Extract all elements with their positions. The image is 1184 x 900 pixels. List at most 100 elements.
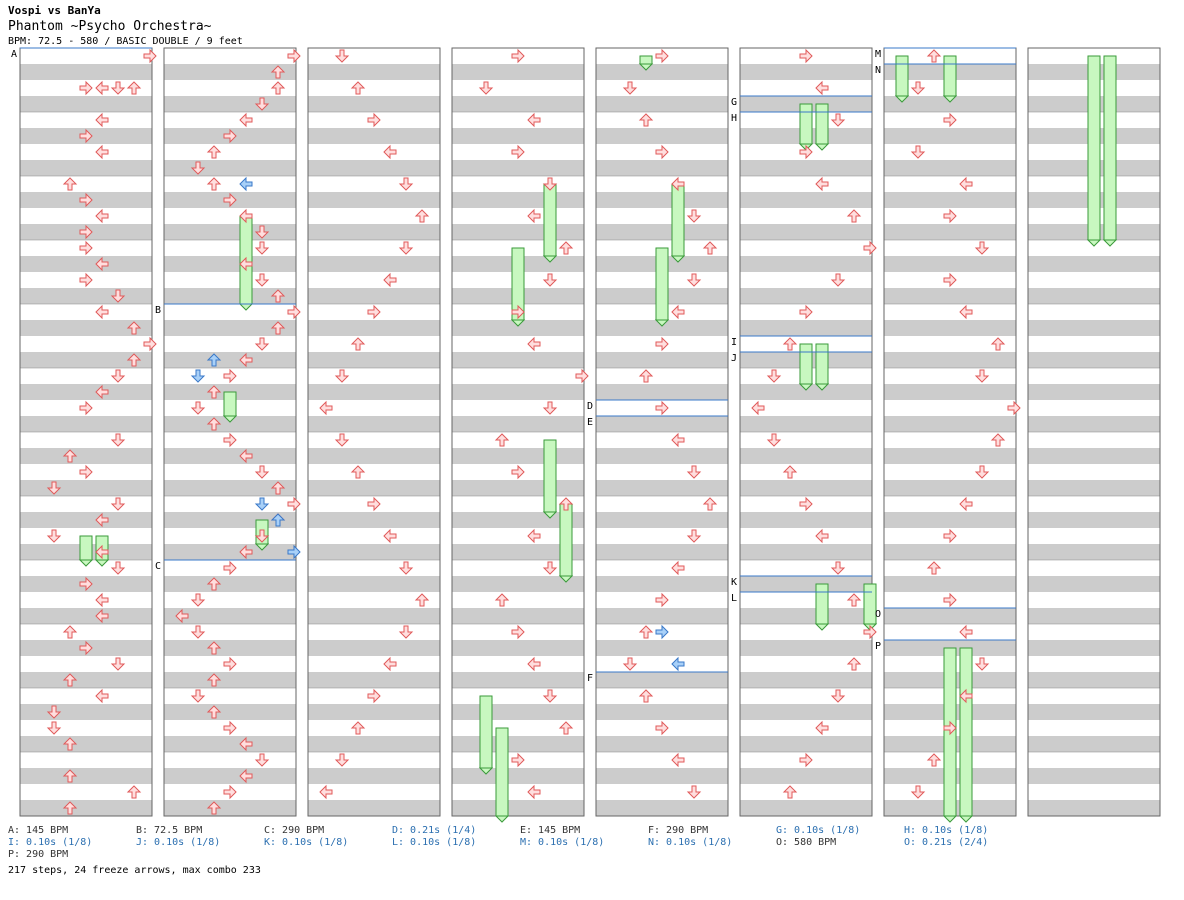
row-band <box>452 640 584 656</box>
row-band <box>20 608 152 624</box>
legend-item-j: J: 0.10s (1/8) <box>136 837 221 848</box>
row-band <box>596 96 728 112</box>
row-band <box>164 544 296 560</box>
freeze-arrow <box>543 439 557 513</box>
step-arrow <box>367 304 381 320</box>
step-arrow <box>190 161 206 175</box>
step-arrow <box>367 112 381 128</box>
row-band <box>452 480 584 496</box>
step-arrow <box>943 720 957 736</box>
step-arrow <box>638 625 654 639</box>
step-arrow <box>254 97 270 111</box>
step-arrow <box>511 624 525 640</box>
column-border <box>739 47 873 817</box>
step-arrow <box>254 465 270 479</box>
step-arrow <box>558 241 574 255</box>
step-arrow <box>143 336 157 352</box>
step-arrow <box>95 208 109 224</box>
row-band <box>1028 512 1160 528</box>
step-arrow <box>959 688 973 704</box>
step-arrow <box>223 720 237 736</box>
step-arrow <box>110 561 126 575</box>
step-arrow <box>398 177 414 191</box>
step-arrow <box>527 528 541 544</box>
row-band <box>308 224 440 240</box>
step-arrow <box>799 304 813 320</box>
row-band <box>884 416 1016 432</box>
step-arrow <box>62 625 78 639</box>
freeze-tail <box>222 415 238 423</box>
freeze-tail <box>894 95 910 103</box>
row-band <box>1028 480 1160 496</box>
row-band <box>596 512 728 528</box>
row-band <box>740 480 872 496</box>
row-band <box>308 160 440 176</box>
row-band <box>20 384 152 400</box>
row-band <box>308 320 440 336</box>
row-band <box>596 224 728 240</box>
step-arrow-eighth <box>671 656 685 672</box>
row-band <box>884 576 1016 592</box>
step-arrow <box>175 608 189 624</box>
freeze-tail <box>958 815 974 823</box>
step-arrow <box>799 496 813 512</box>
step-arrow <box>79 576 93 592</box>
step-arrow <box>239 544 253 560</box>
step-arrow <box>655 592 669 608</box>
legend-item-n: N: 0.10s (1/8) <box>648 837 733 848</box>
step-arrow <box>46 721 62 735</box>
step-arrow <box>558 497 574 511</box>
step-arrow <box>926 753 942 767</box>
row-band <box>452 768 584 784</box>
step-arrow <box>79 400 93 416</box>
freeze-arrow <box>655 247 669 321</box>
row-band <box>20 448 152 464</box>
freeze-tail <box>558 575 574 583</box>
row-band <box>740 544 872 560</box>
freeze-arrow <box>479 695 493 769</box>
step-arrow <box>110 369 126 383</box>
row-band <box>308 96 440 112</box>
row-band <box>164 352 296 368</box>
step-arrow <box>943 112 957 128</box>
freeze-tail <box>798 383 814 391</box>
bpm-marker-label: G <box>731 97 737 108</box>
row-band <box>596 160 728 176</box>
step-arrow <box>350 337 366 351</box>
row-band <box>164 736 296 752</box>
row-band <box>1028 736 1160 752</box>
row-band <box>1028 256 1160 272</box>
row-band <box>164 640 296 656</box>
chart-title: Vospi vs BanYa <box>8 4 101 17</box>
row-band <box>164 704 296 720</box>
row-band <box>740 192 872 208</box>
step-arrow <box>334 433 350 447</box>
step-arrow <box>334 753 350 767</box>
legend-item-b: B: 72.5 BPM <box>136 825 203 836</box>
step-arrow <box>126 785 142 799</box>
step-arrow <box>527 784 541 800</box>
row-band <box>884 384 1016 400</box>
freeze-tail <box>78 559 94 567</box>
row-band <box>308 64 440 80</box>
step-arrow <box>671 304 685 320</box>
step-arrow <box>943 208 957 224</box>
row-band <box>740 608 872 624</box>
row-band <box>596 672 728 688</box>
step-arrow <box>926 561 942 575</box>
row-band <box>1028 768 1160 784</box>
freeze-tail <box>942 95 958 103</box>
freeze-arrow <box>671 183 685 257</box>
step-arrow <box>110 497 126 511</box>
freeze-tail <box>814 383 830 391</box>
row-band <box>164 160 296 176</box>
step-arrow <box>511 304 525 320</box>
step-arrow <box>270 481 286 495</box>
row-band <box>596 768 728 784</box>
row-band <box>884 128 1016 144</box>
step-arrow <box>830 689 846 703</box>
step-arrow <box>414 209 430 223</box>
row-band <box>452 224 584 240</box>
row-band <box>884 320 1016 336</box>
row-band <box>452 64 584 80</box>
